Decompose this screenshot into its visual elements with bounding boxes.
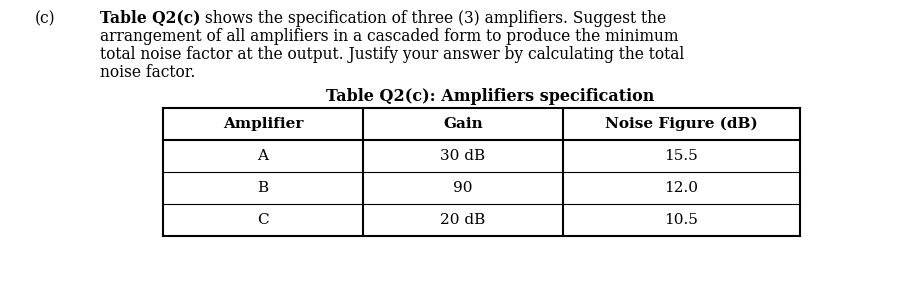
Text: Gain: Gain [443, 117, 482, 131]
Text: C: C [257, 213, 269, 227]
Text: shows the specification of three (3) amplifiers. Suggest the: shows the specification of three (3) amp… [200, 10, 666, 27]
Text: A: A [257, 149, 268, 163]
Text: (c): (c) [35, 10, 56, 27]
Text: 90: 90 [453, 181, 472, 195]
Text: arrangement of all amplifiers in a cascaded form to produce the minimum: arrangement of all amplifiers in a casca… [100, 28, 678, 45]
Text: Amplifier: Amplifier [222, 117, 302, 131]
Text: noise factor.: noise factor. [100, 64, 195, 81]
Text: Table Q2(c): Table Q2(c) [100, 10, 200, 27]
Text: total noise factor at the output. Justify your answer by calculating the total: total noise factor at the output. Justif… [100, 46, 683, 63]
Text: 20 dB: 20 dB [440, 213, 485, 227]
Text: 15.5: 15.5 [664, 149, 698, 163]
Text: 12.0: 12.0 [664, 181, 698, 195]
Text: 30 dB: 30 dB [440, 149, 485, 163]
Text: 10.5: 10.5 [664, 213, 698, 227]
Text: B: B [257, 181, 268, 195]
Text: Noise Figure (dB): Noise Figure (dB) [605, 117, 757, 131]
Text: Table Q2(c): Amplifiers specification: Table Q2(c): Amplifiers specification [325, 88, 653, 105]
